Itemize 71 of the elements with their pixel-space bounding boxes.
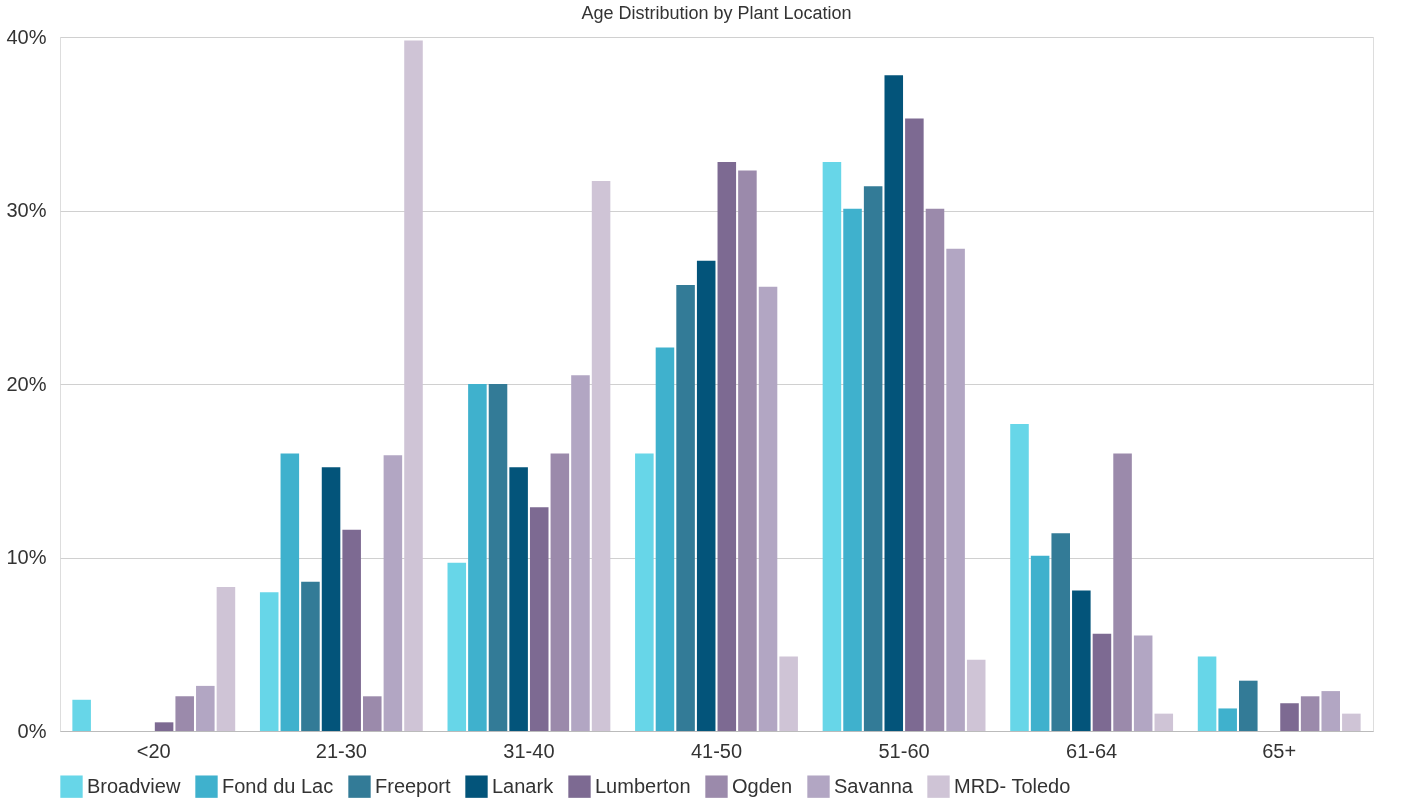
bar (1321, 691, 1341, 731)
bar (1010, 423, 1029, 731)
y-tick-label: 40% (6, 25, 47, 48)
y-tick-label: 30% (6, 199, 47, 221)
x-tick-label: 65+ (1262, 739, 1297, 762)
bar (1280, 703, 1299, 731)
bar (905, 118, 924, 731)
bar (925, 208, 945, 731)
bar (863, 186, 883, 731)
bar (738, 170, 757, 731)
x-tick-label: <20 (136, 739, 171, 762)
x-tick-label: 31-40 (503, 739, 555, 762)
bar (966, 659, 986, 731)
x-tick-label: 51-60 (878, 739, 930, 762)
chart-title: Age Distribution by Plant Location (581, 3, 852, 23)
bar (1092, 633, 1112, 731)
bar (216, 587, 236, 731)
bar (529, 507, 549, 731)
bar (1051, 533, 1070, 731)
bar (884, 75, 904, 731)
legend-label: Fond du Lac (222, 774, 334, 797)
bar (363, 696, 382, 731)
legend-label: MRD- Toledo (954, 774, 1071, 797)
bar (696, 260, 716, 731)
bar (154, 722, 174, 731)
bar (321, 467, 341, 731)
bar (635, 453, 654, 731)
bar (1197, 656, 1217, 731)
bar (383, 455, 403, 731)
bar (1342, 713, 1361, 731)
bar (280, 453, 300, 731)
bar (468, 384, 487, 731)
bar (175, 696, 194, 731)
bar (843, 208, 862, 731)
bar (509, 467, 528, 731)
bar (1113, 453, 1132, 731)
bar (1133, 635, 1153, 731)
bar (301, 581, 320, 731)
legend-label: Ogden (732, 774, 793, 797)
bar (717, 161, 737, 731)
legend-label: Broadview (87, 774, 181, 797)
bar (655, 347, 675, 731)
bar (72, 699, 91, 731)
bar (758, 286, 778, 731)
bar (571, 375, 590, 731)
bar (822, 161, 842, 731)
bar (946, 248, 965, 731)
bar (259, 592, 279, 731)
bar (1154, 713, 1174, 731)
bar (550, 453, 570, 731)
bar (342, 529, 361, 731)
bar (1239, 680, 1258, 731)
y-tick-label: 10% (6, 546, 47, 568)
legend-label: Lanark (492, 774, 555, 797)
bar (1218, 708, 1237, 731)
legend-label: Savanna (834, 774, 914, 797)
bar (1030, 555, 1050, 731)
y-tick-label: 0% (17, 719, 47, 742)
bar (779, 656, 798, 731)
legend-label: Lumberton (595, 774, 691, 797)
bar (1072, 590, 1091, 731)
bar (676, 285, 695, 731)
x-tick-label: 41-50 (690, 739, 743, 762)
bar (447, 562, 467, 731)
y-tick-label: 20% (6, 372, 47, 395)
x-tick-label: 61-64 (1066, 739, 1118, 762)
bar (1300, 696, 1320, 731)
bar (488, 384, 508, 731)
legend-label: Freeport (375, 774, 452, 797)
x-tick-label: 21-30 (315, 739, 367, 762)
bar (196, 685, 215, 731)
